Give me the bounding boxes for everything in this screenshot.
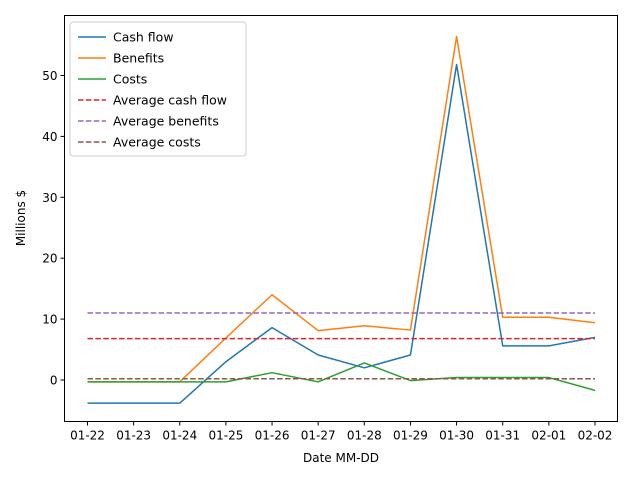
legend-label: Benefits [113, 51, 164, 66]
y-axis-ticks: 0 10 20 30 40 50 [42, 69, 65, 388]
x-axis-label: Date MM-DD [303, 451, 379, 465]
legend-label: Average costs [113, 135, 201, 150]
x-axis-ticks: 01-22 01-23 01-24 01-25 01-26 01-27 01-28 01-29… [70, 421, 613, 443]
x-tick-label: 02-02 [578, 429, 613, 443]
x-tick-label: 01-28 [347, 429, 382, 443]
y-axis-label: Millions $ [14, 190, 28, 246]
x-tick-label: 01-23 [116, 429, 151, 443]
series-layer [87, 35, 596, 404]
legend-label: Average cash flow [113, 93, 227, 108]
y-tick-label: 40 [42, 130, 57, 144]
x-tick-label: 01-26 [255, 429, 290, 443]
x-tick-label: 01-30 [439, 429, 474, 443]
y-tick-label: 0 [50, 374, 58, 388]
x-tick-label: 02-01 [531, 429, 566, 443]
x-tick-label: 01-25 [208, 429, 243, 443]
legend-box [69, 21, 247, 157]
y-tick-label: 50 [42, 69, 57, 83]
series-line-costs [87, 362, 596, 392]
y-tick-label: 30 [42, 191, 57, 205]
plot-frame [64, 15, 618, 422]
y-tick-label: 10 [42, 313, 57, 327]
x-tick-label: 01-22 [70, 429, 105, 443]
x-tick-label: 01-31 [485, 429, 520, 443]
x-tick-label: 01-29 [393, 429, 428, 443]
legend-label: Cash flow [113, 30, 174, 45]
legend: Cash flow Benefits Costs Average cash flow A… [69, 21, 247, 157]
legend-label: Costs [113, 72, 147, 87]
x-tick-label: 01-24 [162, 429, 197, 443]
y-tick-label: 20 [42, 252, 57, 266]
legend-label: Average benefits [113, 114, 219, 129]
x-tick-label: 01-27 [301, 429, 336, 443]
series-line-cash-flow [87, 63, 596, 404]
